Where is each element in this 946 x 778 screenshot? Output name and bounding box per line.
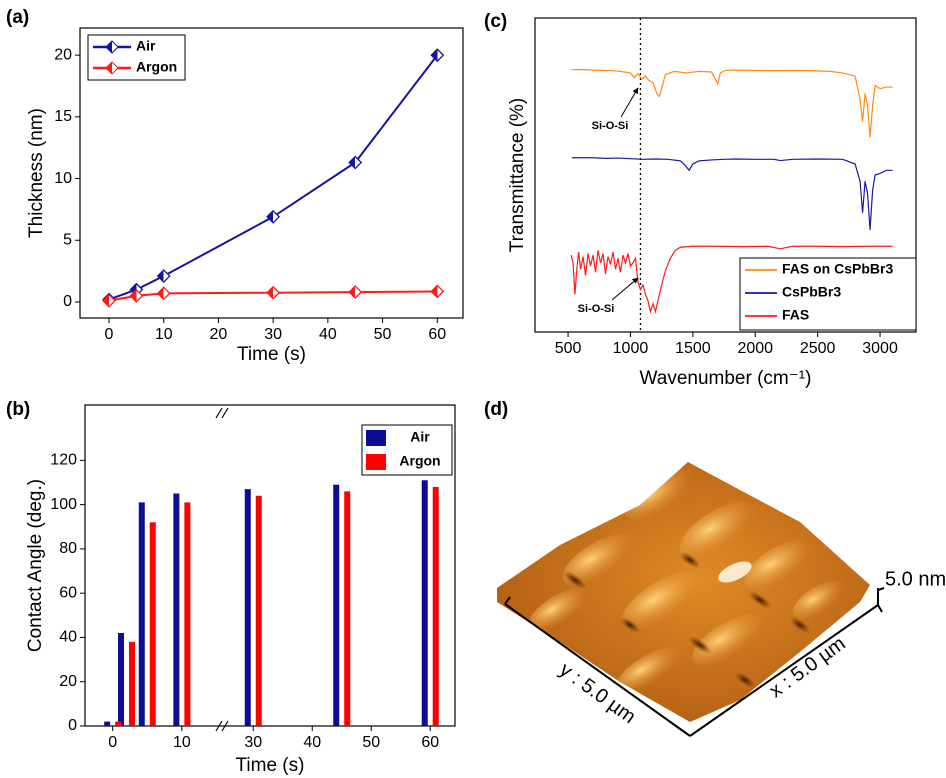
- legend-label: CsPbBr3: [782, 284, 841, 300]
- y-tick-label: 60: [59, 584, 77, 601]
- y-axis-title: Contact Angle (deg.): [25, 479, 46, 652]
- series-line: [109, 55, 437, 299]
- x-axis-title: Wavenumber (cm⁻¹): [640, 368, 812, 389]
- x-tick-label: 20: [210, 326, 228, 343]
- marker: [103, 295, 115, 307]
- figure: y : 5.0 µmx : 5.0 µm Time (s) Thickness (…: [0, 0, 946, 778]
- z-scale-label: 5.0 nm: [885, 568, 946, 590]
- y-tick-label: 0: [63, 293, 72, 310]
- bar: [150, 522, 156, 726]
- legend-label: Air: [136, 38, 156, 54]
- marker: [267, 287, 279, 299]
- bar: [245, 489, 251, 726]
- panel-label: (c): [484, 11, 507, 32]
- y-tick-label: 100: [50, 496, 77, 513]
- bar: [118, 633, 124, 726]
- bar: [333, 485, 339, 726]
- x-tick-label: 1000: [613, 340, 649, 357]
- x-tick-label: 50: [362, 734, 380, 751]
- x-tick-label: 60: [421, 734, 439, 751]
- legend-label: Argon: [399, 453, 440, 469]
- y-axis-title: Thickness (nm): [26, 108, 47, 238]
- x-tick-label: 0: [108, 734, 117, 751]
- x-tick-label: 40: [303, 734, 321, 751]
- bar: [139, 502, 145, 726]
- x-tick-label: 2000: [737, 340, 773, 357]
- x-tick-label: 1500: [675, 340, 711, 357]
- bar: [104, 722, 110, 726]
- legend-label: Argon: [136, 59, 177, 75]
- marker: [349, 286, 361, 298]
- x-tick-label: 50: [374, 326, 392, 343]
- bar: [344, 491, 350, 726]
- y-tick-label: 5: [63, 231, 72, 248]
- x-axis-title: Time (s): [237, 344, 306, 365]
- x-tick-label: 3000: [862, 340, 898, 357]
- x-tick-label: 500: [555, 340, 582, 357]
- panel-label: (d): [484, 399, 508, 420]
- legend-label: Air: [410, 429, 430, 445]
- annotation: Si-O-Si: [578, 303, 615, 315]
- x-tick-label: 0: [105, 326, 114, 343]
- y-tick-label: 40: [59, 629, 77, 646]
- annotation-arrow: [612, 278, 638, 300]
- annotation: Si-O-Si: [592, 120, 629, 132]
- y-tick-label: 120: [50, 452, 77, 469]
- x-tick-label: 10: [155, 326, 173, 343]
- legend-label: FAS: [782, 307, 809, 323]
- x-tick-label: 2500: [800, 340, 836, 357]
- axis-break: [216, 408, 228, 731]
- legend-label: FAS on CsPbBr3: [782, 261, 893, 277]
- legend-swatch: [366, 430, 386, 446]
- y-tick-label: 20: [59, 673, 77, 690]
- annotation-arrow: [621, 88, 638, 117]
- marker: [431, 285, 443, 297]
- y-tick-label: 20: [54, 46, 72, 63]
- y-tick-label: 10: [54, 170, 72, 187]
- bar: [256, 496, 262, 726]
- x-tick-label: 30: [244, 734, 262, 751]
- series-line: [572, 158, 893, 230]
- marker: [267, 211, 279, 223]
- panel-label: (a): [6, 7, 29, 28]
- legend-swatch: [366, 454, 386, 470]
- bar: [129, 642, 135, 726]
- y-tick-label: 80: [59, 540, 77, 557]
- bar: [184, 502, 190, 726]
- marker: [158, 287, 170, 299]
- x-axis-title: Time (s): [236, 755, 305, 776]
- bar: [173, 494, 179, 726]
- y-tick-label: 15: [54, 108, 72, 125]
- panel-label: (b): [6, 399, 30, 420]
- bar: [422, 480, 428, 726]
- x-tick-label: 40: [319, 326, 337, 343]
- marker: [158, 270, 170, 282]
- x-tick-label: 30: [264, 326, 282, 343]
- y-axis-title: Transmittance (%): [507, 98, 528, 253]
- x-tick-label: 10: [173, 734, 191, 751]
- bar: [433, 487, 439, 726]
- x-tick-label: 60: [428, 326, 446, 343]
- bar: [115, 722, 121, 726]
- y-tick-label: 0: [68, 717, 77, 734]
